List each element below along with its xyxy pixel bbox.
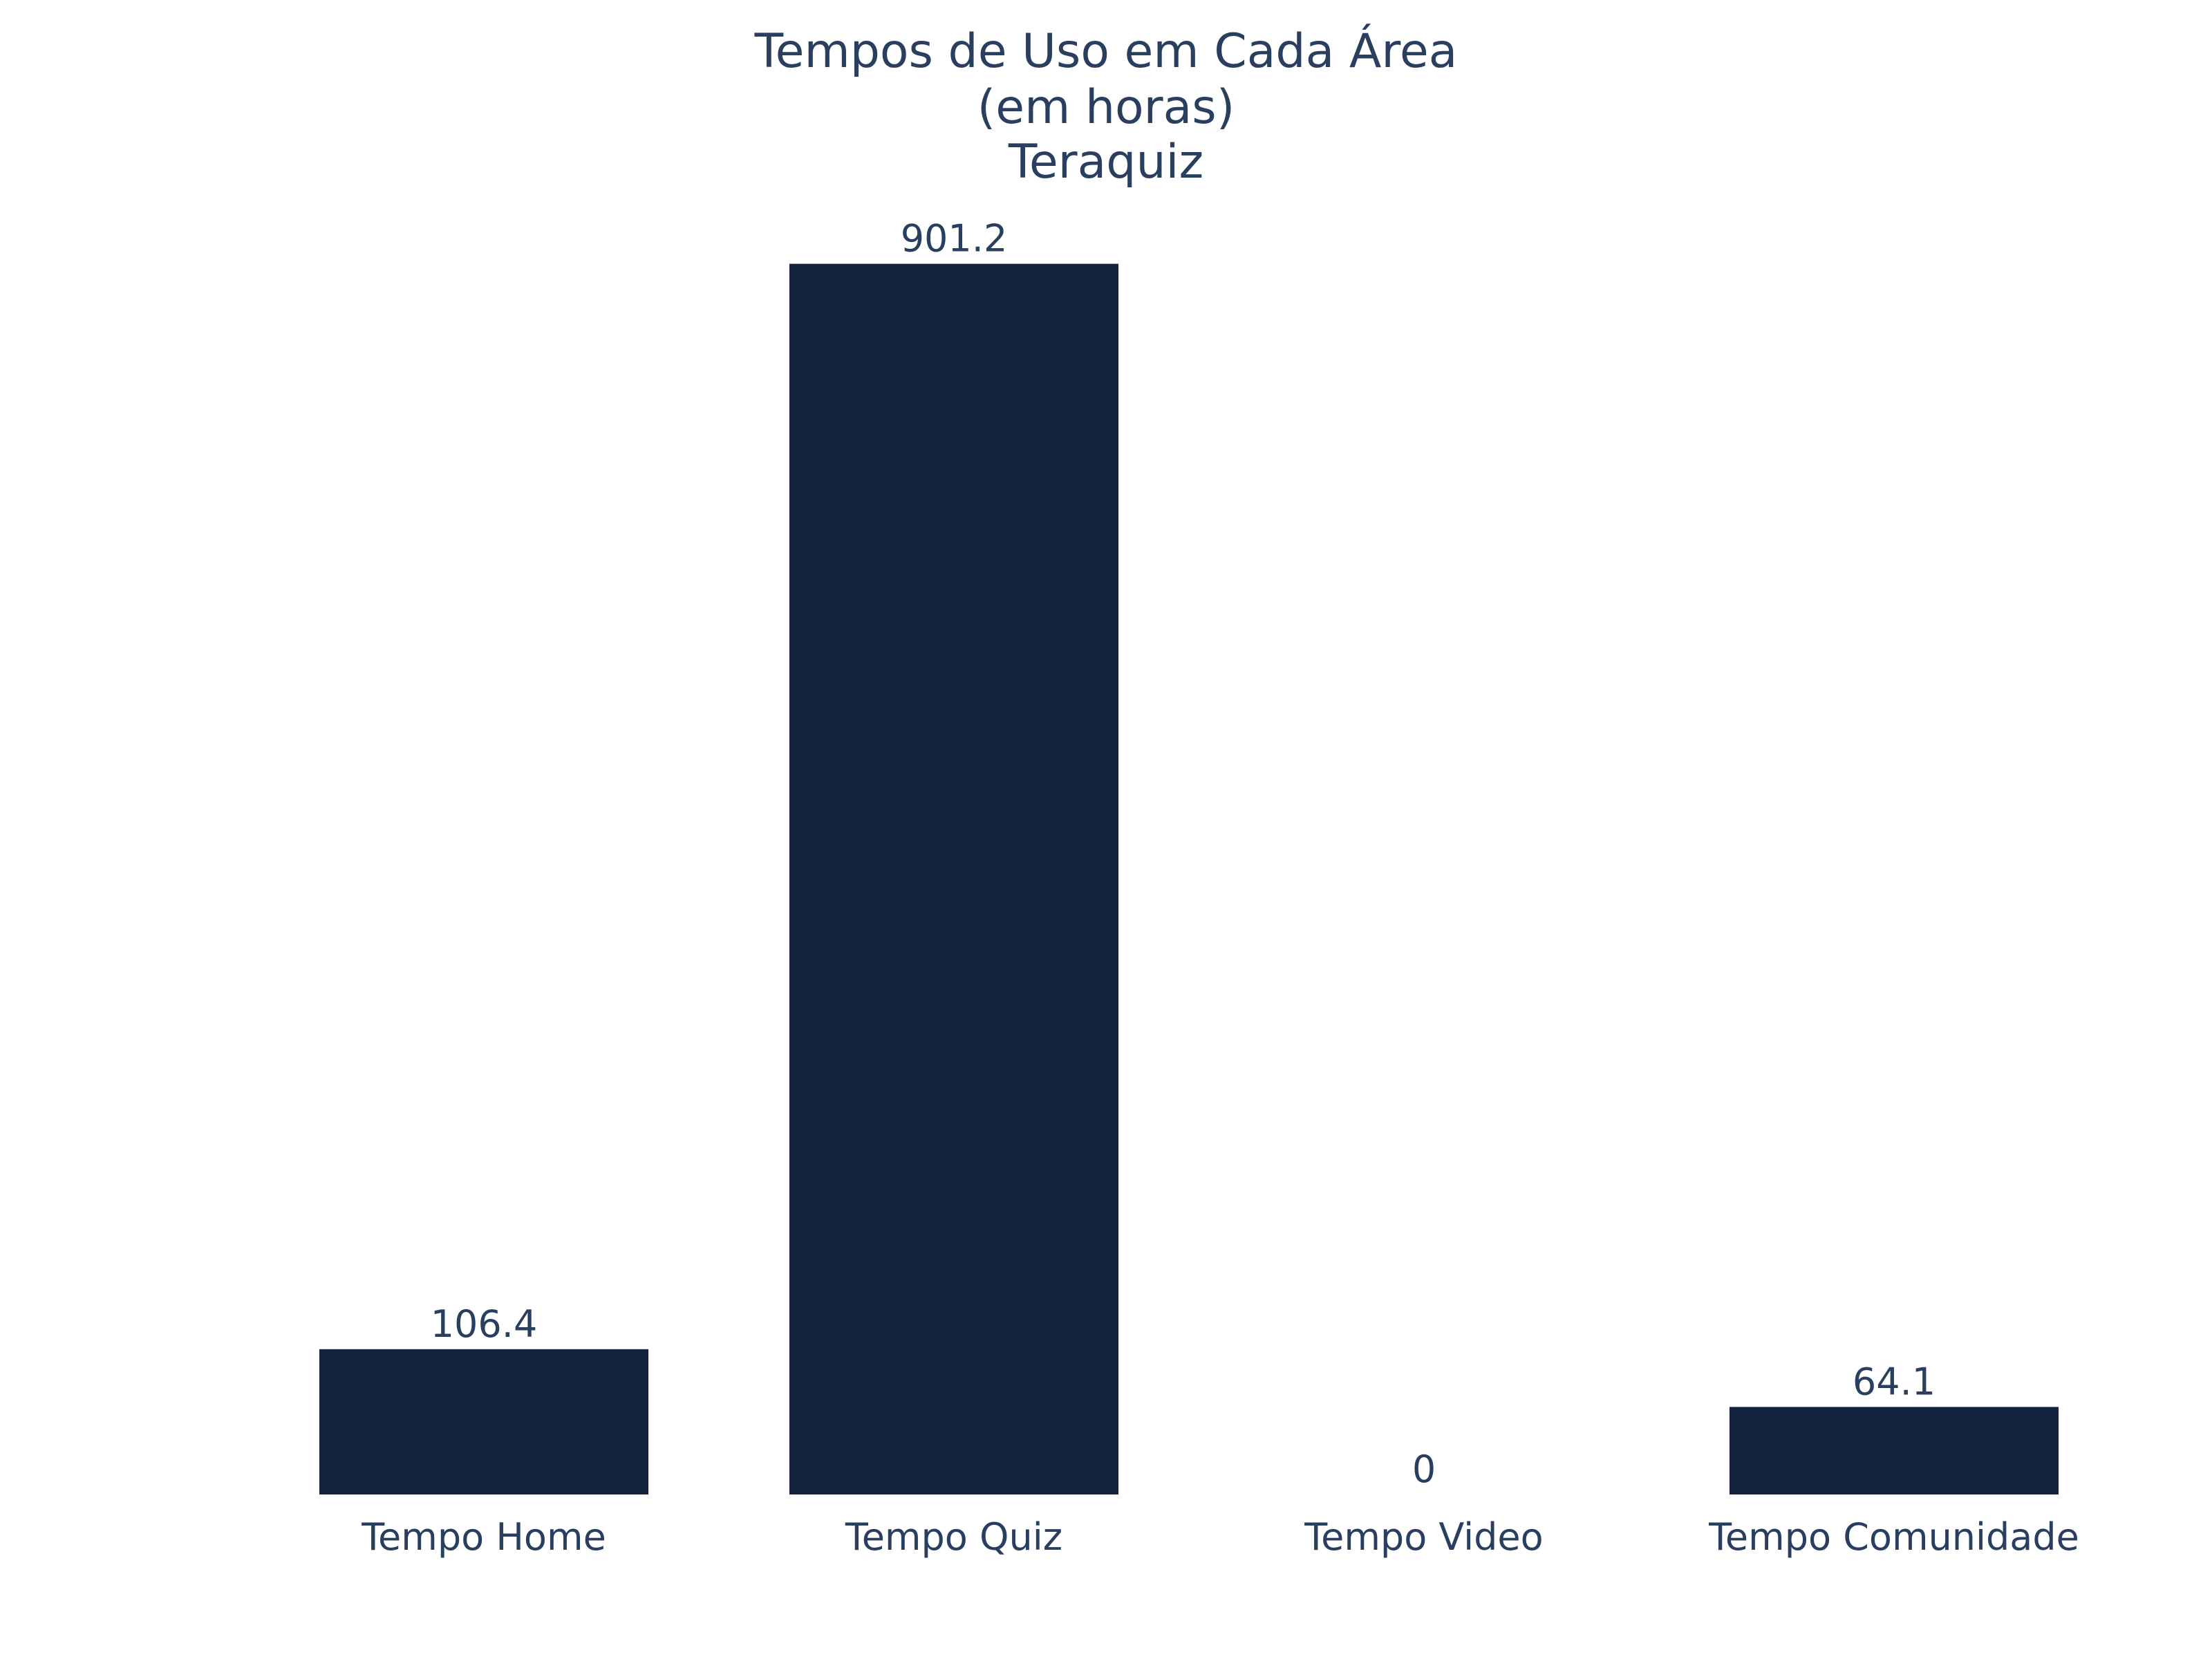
x-tick-label-tempo-quiz: Tempo Quiz [845,1515,1062,1559]
x-tick-label-tempo-home: Tempo Home [361,1515,606,1559]
chart-title-line-1: Tempos de Uso em Cada Área [754,24,1458,79]
bar-tempo-quiz [789,263,1118,1494]
chart-title-line-2: (em horas) [977,80,1235,135]
x-tick-labels-group: Tempo Home Tempo Quiz Tempo Video Tempo Com… [361,1515,2079,1559]
bars-group [319,263,2059,1494]
x-tick-label-tempo-video: Tempo Video [1304,1515,1543,1559]
value-label-tempo-home: 106.4 [431,1302,538,1346]
value-label-tempo-comunidade: 64.1 [1853,1360,1936,1403]
value-label-tempo-quiz: 901.2 [901,217,1008,261]
chart-title: Tempos de Uso em Cada Área (em horas) Te… [754,24,1458,189]
value-labels-group: 106.4 901.2 0 64.1 [431,217,1936,1491]
chart-title-line-3: Teraquiz [1008,135,1203,189]
value-label-tempo-video: 0 [1412,1447,1436,1491]
bar-tempo-comunidade [1730,1407,2059,1494]
x-tick-label-tempo-comunidade: Tempo Comunidade [1708,1515,2079,1559]
bar-tempo-home [319,1349,648,1494]
